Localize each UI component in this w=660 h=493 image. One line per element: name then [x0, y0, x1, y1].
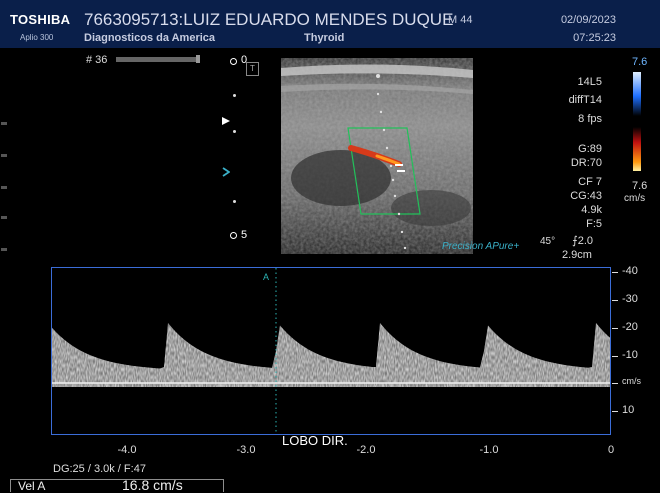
- velocity-tick-label: -10: [622, 349, 638, 361]
- velocity-tick-label: -40: [622, 265, 638, 277]
- dynamic-range-value: DR:70: [570, 157, 602, 169]
- measurement-box: [10, 479, 224, 492]
- color-frequency: CF 7: [578, 176, 602, 188]
- patient-sex-age: M 44: [448, 14, 473, 26]
- prf-value: 4.9k: [581, 204, 602, 216]
- measurement-label: Vel A: [18, 479, 46, 493]
- velocity-tick-mark: [612, 383, 618, 384]
- velocity-tick-label: -20: [622, 321, 638, 333]
- precision-pure-label: Precision APure+: [442, 241, 520, 252]
- color-scale-unit: cm/s: [624, 193, 646, 204]
- cine-frame-handle[interactable]: [196, 55, 200, 63]
- filter-value: F:5: [586, 218, 602, 230]
- velocity-tick-mark: [612, 272, 618, 273]
- velocity-tick-mark: [612, 300, 618, 301]
- doppler-angle: 45°: [540, 236, 556, 247]
- sample-volume-depth: 2.9cm: [562, 249, 592, 261]
- velocity-tick-mark: [612, 411, 618, 412]
- color-scale-max: 7.6: [632, 56, 648, 68]
- cine-frame-bar[interactable]: [116, 57, 198, 62]
- depth-bottom-marker: [230, 232, 237, 239]
- doppler-gate-arrow-icon: [222, 167, 230, 177]
- measurement-value: 16.8 cm/s: [122, 477, 183, 493]
- focus-arrow-icon[interactable]: [222, 117, 230, 125]
- time-tick-label: -4.0: [117, 444, 137, 456]
- depth-top-label: 0: [241, 54, 248, 66]
- velocity-tick-label: cm/s: [622, 376, 641, 386]
- color-gain: CG:43: [570, 190, 602, 202]
- depth-bottom-label: 5: [241, 229, 248, 241]
- gain-value: G:89: [578, 143, 602, 155]
- institution-name: Diagnosticos da America: [84, 32, 216, 44]
- time-tick-label: -3.0: [236, 444, 256, 456]
- velocity-tick-label: 10: [622, 404, 635, 416]
- depth-scale: 0 5: [220, 52, 260, 252]
- velocity-tick-mark: [612, 328, 618, 329]
- color-bar-positive: [633, 127, 641, 171]
- doppler-spectrum: A: [52, 268, 610, 434]
- left-edge-rail: [0, 48, 10, 492]
- annotation-text[interactable]: LOBO DIR.: [282, 433, 348, 448]
- probe-label: 14L5: [577, 76, 602, 88]
- time-tick-label: -1.0: [479, 444, 499, 456]
- color-bar-negative: [633, 72, 641, 116]
- header-bar: [0, 0, 660, 48]
- velocity-tick-label: -30: [622, 293, 638, 305]
- b-mode-image[interactable]: [281, 58, 473, 254]
- frame-rate: 8 fps: [578, 113, 602, 125]
- manufacturer-logo: TOSHIBA Aplio 300: [10, 6, 76, 42]
- velocity-tick-mark: [612, 356, 618, 357]
- imaging-mode: diffT14: [568, 94, 602, 106]
- brand-label: TOSHIBA: [10, 12, 71, 27]
- orientation-mark-icon: T: [246, 62, 259, 76]
- time-tick-label: 0: [607, 444, 615, 456]
- model-label: Aplio 300: [20, 33, 54, 42]
- exam-time: 07:25:23: [573, 32, 616, 44]
- patient-id-name: 7663095713:LUIZ EDUARDO MENDES DUQUE: [84, 10, 454, 29]
- time-tick-label: -2.0: [356, 444, 376, 456]
- doppler-settings: DG:25 / 3.0k / F:47: [53, 463, 146, 475]
- exam-date: 02/09/2023: [560, 14, 616, 26]
- spectral-doppler-panel[interactable]: A: [51, 267, 611, 435]
- sample-volume-size: ⨍2.0: [572, 235, 594, 247]
- svg-text:A: A: [263, 272, 269, 282]
- exam-preset: Thyroid: [304, 32, 345, 44]
- color-scale-min: 7.6: [632, 180, 648, 192]
- depth-zero-marker: [230, 58, 237, 65]
- frame-number: # 36: [86, 54, 108, 66]
